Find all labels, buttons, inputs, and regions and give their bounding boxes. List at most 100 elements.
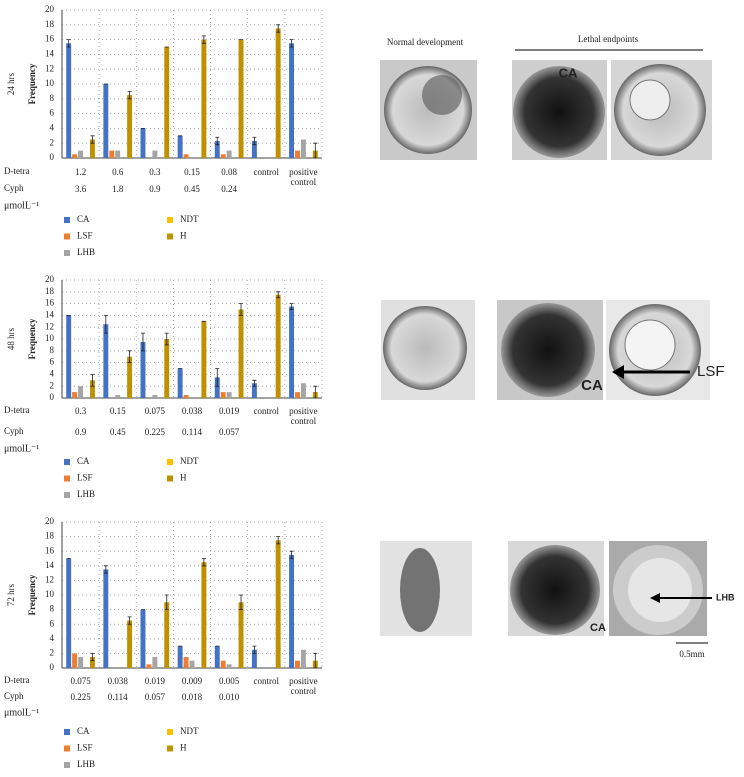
x-tick-label-2: 0.45 bbox=[109, 427, 126, 437]
bar bbox=[275, 294, 281, 398]
y-tick-label: 14 bbox=[45, 48, 55, 58]
bar bbox=[183, 657, 189, 668]
bar bbox=[152, 395, 158, 398]
bar bbox=[289, 43, 295, 158]
panel-label: 72 hrs bbox=[6, 583, 16, 606]
y-tick-label: 12 bbox=[45, 63, 54, 73]
bar bbox=[238, 602, 244, 668]
bar bbox=[146, 664, 152, 668]
error-bar bbox=[289, 303, 294, 310]
error-bar bbox=[252, 379, 257, 387]
bar bbox=[238, 39, 244, 158]
error-bar bbox=[313, 385, 318, 399]
y-tick-label: 6 bbox=[50, 618, 55, 628]
legend-label: LSF bbox=[77, 231, 93, 241]
bar bbox=[140, 341, 146, 398]
x-tick-label-2: 0.24 bbox=[221, 184, 238, 194]
image-label: CA bbox=[559, 65, 578, 80]
legend-label: H bbox=[180, 743, 187, 753]
y-axis-label: Frequency bbox=[27, 63, 37, 104]
y-tick-label: 8 bbox=[50, 93, 55, 103]
x-tick-label: positive control bbox=[289, 676, 318, 696]
x-tick-label-2: 0.018 bbox=[181, 692, 203, 702]
y-tick-label: 10 bbox=[45, 589, 55, 599]
y-tick-label: 4 bbox=[50, 368, 55, 378]
bar bbox=[140, 609, 146, 668]
bar bbox=[177, 368, 183, 398]
x-tick-label: 0.6 bbox=[112, 167, 124, 177]
bar bbox=[103, 84, 109, 158]
legend-swatch bbox=[167, 745, 173, 752]
y-tick-label: 2 bbox=[50, 647, 55, 657]
legend-swatch bbox=[64, 233, 70, 240]
y-tick-label: 14 bbox=[45, 560, 55, 570]
bar bbox=[275, 28, 281, 158]
y-tick-label: 8 bbox=[50, 345, 55, 355]
x-tick-label: 0.038 bbox=[181, 406, 203, 416]
x-tick-label: 0.075 bbox=[70, 676, 91, 686]
bar bbox=[177, 135, 183, 158]
legend-label: CA bbox=[77, 726, 90, 736]
bar bbox=[72, 392, 78, 398]
error-bar bbox=[66, 39, 71, 48]
y-tick-label: 18 bbox=[45, 286, 55, 296]
bar bbox=[183, 154, 189, 158]
legend-swatch bbox=[167, 217, 173, 223]
unit-label: μmolL⁻¹ bbox=[4, 443, 39, 454]
x-tick-label: 0.005 bbox=[219, 676, 240, 686]
image-label: CA bbox=[590, 622, 606, 634]
legend-swatch bbox=[64, 762, 70, 768]
bar bbox=[152, 657, 158, 668]
y-tick-label: 20 bbox=[45, 516, 55, 526]
y-tick-label: 18 bbox=[45, 531, 55, 541]
micrographs bbox=[380, 49, 712, 644]
bar bbox=[164, 47, 170, 158]
bar bbox=[89, 139, 95, 158]
bar bbox=[78, 657, 84, 668]
bar bbox=[140, 128, 146, 158]
image-header: Lethal endpoints bbox=[578, 34, 639, 44]
error-bar bbox=[90, 135, 95, 144]
bar bbox=[251, 140, 257, 158]
bar bbox=[289, 306, 295, 398]
bar bbox=[214, 646, 220, 668]
y-axis-label: Frequency bbox=[27, 318, 37, 359]
x-tick-label-2: 1.8 bbox=[112, 184, 124, 194]
error-bar bbox=[276, 291, 281, 299]
error-bar bbox=[239, 594, 244, 610]
bar bbox=[295, 660, 300, 668]
bar bbox=[251, 383, 257, 398]
bar bbox=[66, 558, 72, 668]
x-tick-label-2: 0.114 bbox=[182, 427, 202, 437]
bar bbox=[300, 383, 306, 398]
image-label: LSF bbox=[697, 363, 725, 380]
error-bar bbox=[103, 565, 108, 574]
x-tick-label: positive control bbox=[289, 406, 318, 426]
y-tick-label: 6 bbox=[50, 357, 55, 367]
x-tick-label-2: 0.010 bbox=[219, 692, 240, 702]
error-bar bbox=[289, 39, 294, 48]
legend-swatch bbox=[64, 745, 70, 752]
bar bbox=[103, 324, 109, 398]
y-tick-label: 0 bbox=[50, 152, 55, 162]
error-bar bbox=[276, 536, 281, 545]
legend-swatch bbox=[167, 729, 173, 735]
y-tick-label: 18 bbox=[45, 19, 55, 29]
y-tick-label: 10 bbox=[45, 78, 55, 88]
x-tick-label: control bbox=[253, 676, 280, 686]
x-tick-label: 0.019 bbox=[144, 676, 165, 686]
bar bbox=[226, 664, 232, 668]
legend-label: LHB bbox=[77, 489, 95, 499]
y-tick-label: 16 bbox=[45, 34, 55, 44]
bar bbox=[164, 339, 170, 398]
y-tick-label: 16 bbox=[45, 545, 55, 555]
image-label: CA bbox=[581, 377, 603, 394]
x-tick-label: control bbox=[253, 406, 280, 416]
y-tick-label: 20 bbox=[45, 274, 55, 284]
bar bbox=[103, 569, 109, 668]
panel-label: 48 hrs bbox=[6, 327, 16, 350]
row-label: D-tetra bbox=[4, 405, 29, 415]
error-bar bbox=[127, 616, 132, 625]
error-bar bbox=[127, 91, 132, 100]
